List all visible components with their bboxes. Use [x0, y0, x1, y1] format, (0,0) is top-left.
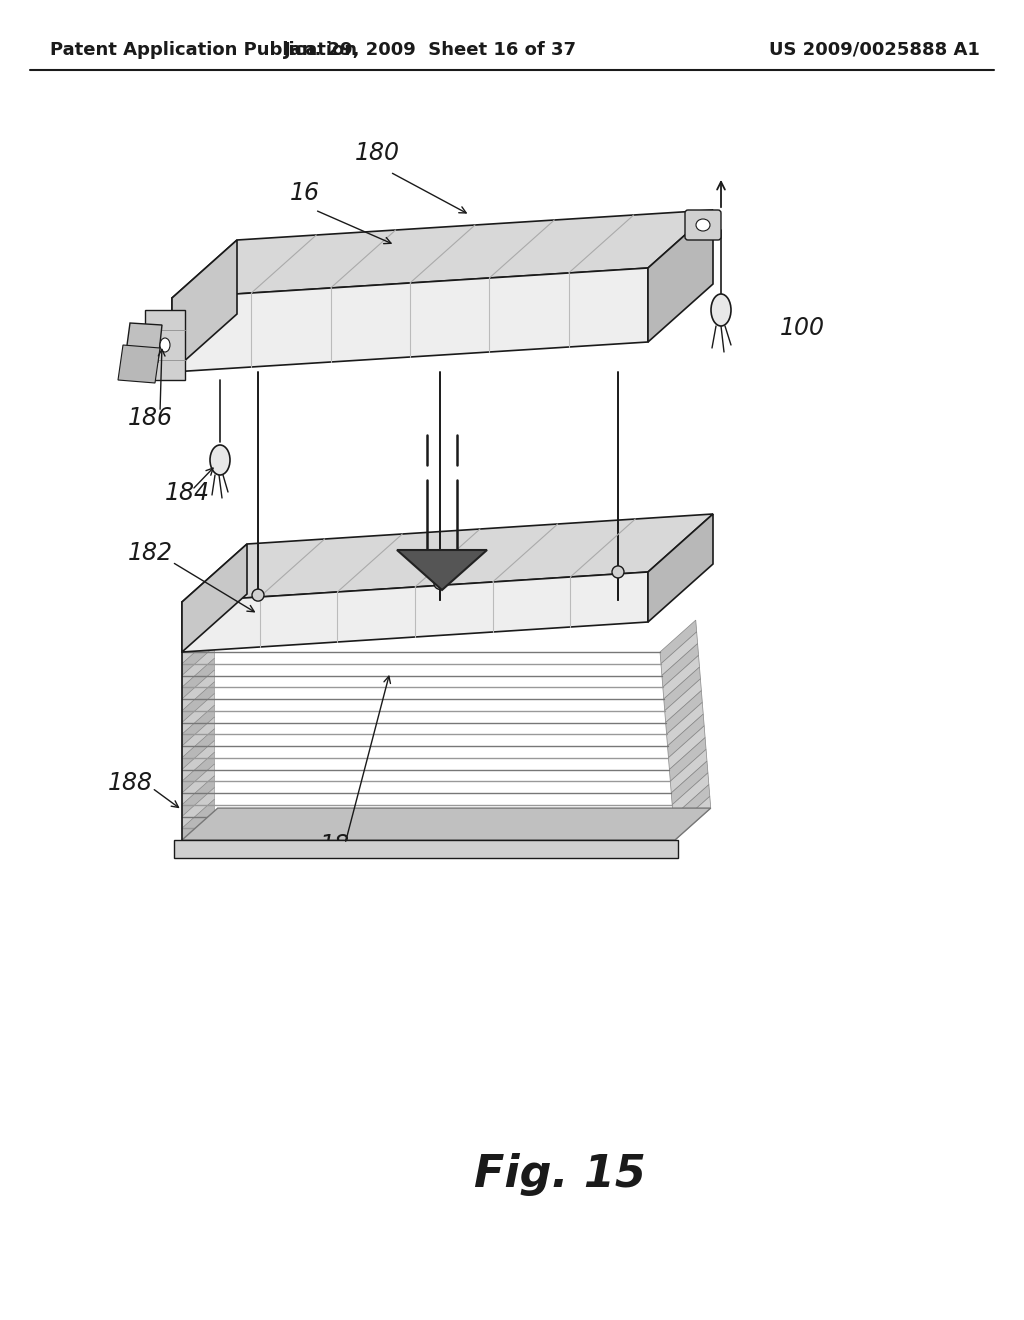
Polygon shape [182, 799, 214, 840]
Text: US 2009/0025888 A1: US 2009/0025888 A1 [769, 41, 980, 59]
Polygon shape [182, 729, 214, 770]
Polygon shape [182, 681, 214, 722]
Text: Jan. 29, 2009  Sheet 16 of 37: Jan. 29, 2009 Sheet 16 of 37 [284, 41, 577, 59]
Ellipse shape [711, 294, 731, 326]
Polygon shape [182, 544, 247, 652]
Polygon shape [182, 788, 214, 828]
Text: 16: 16 [290, 181, 319, 205]
Polygon shape [182, 635, 214, 676]
Polygon shape [182, 572, 648, 652]
Polygon shape [669, 726, 706, 770]
FancyBboxPatch shape [685, 210, 721, 240]
Polygon shape [118, 345, 160, 383]
Polygon shape [660, 620, 696, 664]
Polygon shape [172, 240, 237, 372]
Polygon shape [182, 513, 713, 602]
Polygon shape [174, 840, 678, 858]
Text: Fig. 15: Fig. 15 [474, 1154, 646, 1196]
Ellipse shape [160, 338, 170, 352]
Polygon shape [182, 693, 214, 734]
Polygon shape [182, 659, 214, 700]
Circle shape [434, 577, 446, 590]
Text: 186: 186 [128, 407, 173, 430]
Text: 18: 18 [319, 833, 350, 857]
Polygon shape [667, 702, 703, 746]
Polygon shape [663, 655, 699, 700]
Text: Patent Application Publication: Patent Application Publication [50, 41, 357, 59]
Polygon shape [172, 210, 713, 298]
Polygon shape [182, 705, 214, 746]
Polygon shape [182, 808, 711, 840]
Polygon shape [145, 310, 185, 380]
Polygon shape [182, 671, 214, 710]
Polygon shape [182, 647, 214, 688]
Polygon shape [664, 667, 700, 710]
Polygon shape [125, 323, 162, 362]
Polygon shape [182, 717, 214, 758]
Text: 182: 182 [128, 541, 173, 565]
Polygon shape [172, 268, 648, 372]
Polygon shape [182, 741, 214, 781]
Polygon shape [665, 678, 701, 722]
Ellipse shape [696, 219, 710, 231]
Polygon shape [666, 690, 702, 734]
Circle shape [612, 566, 624, 578]
Polygon shape [672, 762, 708, 805]
Text: 100: 100 [780, 315, 825, 341]
Polygon shape [674, 796, 711, 840]
Polygon shape [662, 644, 698, 688]
Polygon shape [182, 623, 214, 664]
Polygon shape [671, 750, 707, 793]
Polygon shape [672, 772, 709, 817]
Polygon shape [673, 784, 710, 828]
Polygon shape [182, 776, 214, 817]
Polygon shape [648, 513, 713, 622]
Polygon shape [668, 714, 705, 758]
Polygon shape [648, 210, 713, 342]
Polygon shape [670, 738, 707, 781]
Text: 184: 184 [165, 480, 210, 506]
Polygon shape [182, 764, 214, 805]
Text: 180: 180 [355, 141, 400, 165]
Text: 188: 188 [108, 771, 153, 795]
Ellipse shape [210, 445, 230, 475]
Polygon shape [397, 550, 487, 590]
Polygon shape [182, 752, 214, 793]
Circle shape [252, 589, 264, 601]
Polygon shape [660, 632, 697, 676]
